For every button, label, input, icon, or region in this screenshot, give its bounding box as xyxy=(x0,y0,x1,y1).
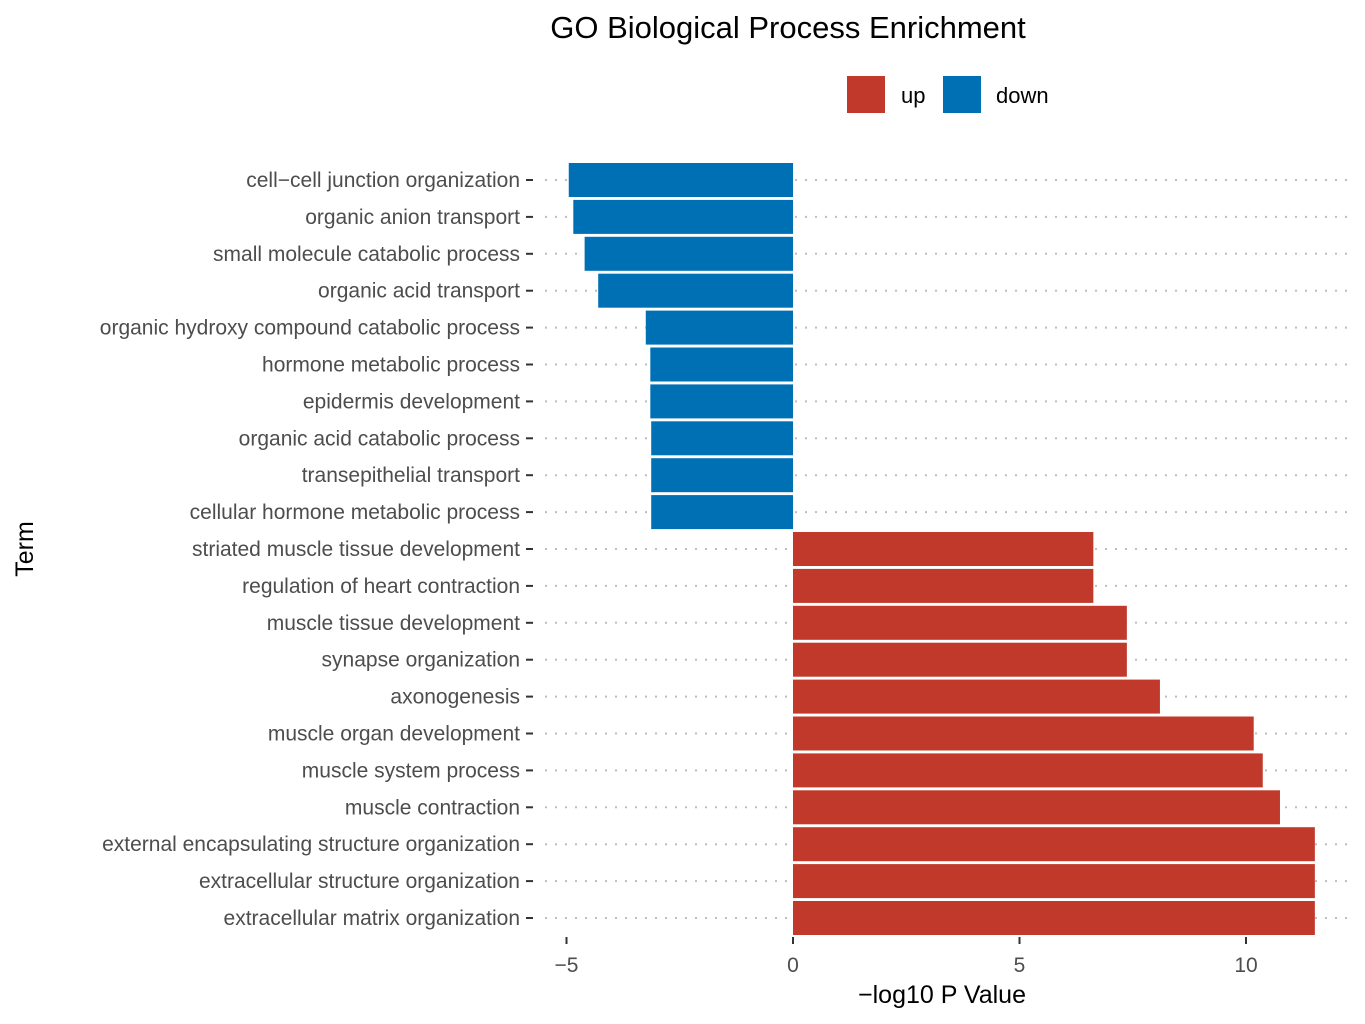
y-tick-label: muscle contraction xyxy=(345,796,520,819)
bar-up xyxy=(793,790,1280,825)
chart-title: GO Biological Process Enrichment xyxy=(550,10,1026,45)
y-tick-label: organic hydroxy compound catabolic proce… xyxy=(100,317,520,340)
x-axis: −5 0 5 10 xyxy=(555,937,1258,977)
legend-label-up: up xyxy=(901,83,925,108)
y-tick-label: extracellular matrix organization xyxy=(224,907,520,930)
legend-label-down: down xyxy=(996,83,1049,108)
y-tick-label: hormone metabolic process xyxy=(262,354,520,377)
y-tick-label: axonogenesis xyxy=(390,686,520,709)
y-tick-label: transepithelial transport xyxy=(302,464,520,487)
bar-down xyxy=(651,421,793,456)
x-tick-label: 5 xyxy=(1014,954,1026,977)
bar-up xyxy=(793,642,1127,677)
x-tick-label: −5 xyxy=(555,954,579,977)
bar-up xyxy=(793,679,1160,714)
x-axis-title: −log10 P Value xyxy=(858,981,1026,1009)
y-axis-tick-labels: cell−cell junction organization organic a… xyxy=(100,169,533,930)
y-tick-label: small molecule catabolic process xyxy=(213,243,520,266)
bar-down xyxy=(651,495,793,530)
legend-swatch-up xyxy=(847,76,885,113)
x-tick-label: 0 xyxy=(787,954,799,977)
y-tick-label: muscle system process xyxy=(302,759,520,782)
y-tick-label: muscle organ development xyxy=(268,723,520,746)
legend: up down xyxy=(847,76,1049,113)
y-tick-label: muscle tissue development xyxy=(267,612,520,635)
bar-down xyxy=(568,163,793,197)
bar-up xyxy=(793,568,1094,603)
bar-down xyxy=(650,384,793,419)
y-tick-label: organic acid catabolic process xyxy=(239,427,520,450)
bars xyxy=(568,163,1315,935)
bar-up xyxy=(793,605,1127,640)
y-tick-label: epidermis development xyxy=(303,390,520,413)
y-tick-label: cell−cell junction organization xyxy=(246,169,520,192)
bar-up xyxy=(793,827,1315,862)
bar-up xyxy=(793,901,1315,935)
bar-down xyxy=(573,199,793,234)
bar-down xyxy=(598,273,793,308)
y-tick-label: striated muscle tissue development xyxy=(192,538,520,561)
y-axis-title: Term xyxy=(11,521,39,577)
y-tick-label: regulation of heart contraction xyxy=(242,575,520,598)
y-tick-label: organic acid transport xyxy=(318,280,520,303)
bar-up xyxy=(793,716,1254,751)
bar-down xyxy=(584,236,793,271)
y-tick-label: synapse organization xyxy=(322,649,520,672)
bar-up xyxy=(793,532,1094,566)
bar-up xyxy=(793,753,1263,788)
y-tick-label: cellular hormone metabolic process xyxy=(190,501,520,524)
bar-down xyxy=(651,458,793,493)
y-tick-label: external encapsulating structure organiz… xyxy=(102,833,520,856)
x-tick-label: 10 xyxy=(1234,954,1257,977)
y-tick-label: extracellular structure organization xyxy=(199,870,520,893)
y-tick-label: organic anion transport xyxy=(305,206,520,229)
bar-down xyxy=(645,310,793,345)
legend-swatch-down xyxy=(943,76,981,113)
bar-up xyxy=(793,864,1315,899)
bar-down xyxy=(650,347,793,382)
